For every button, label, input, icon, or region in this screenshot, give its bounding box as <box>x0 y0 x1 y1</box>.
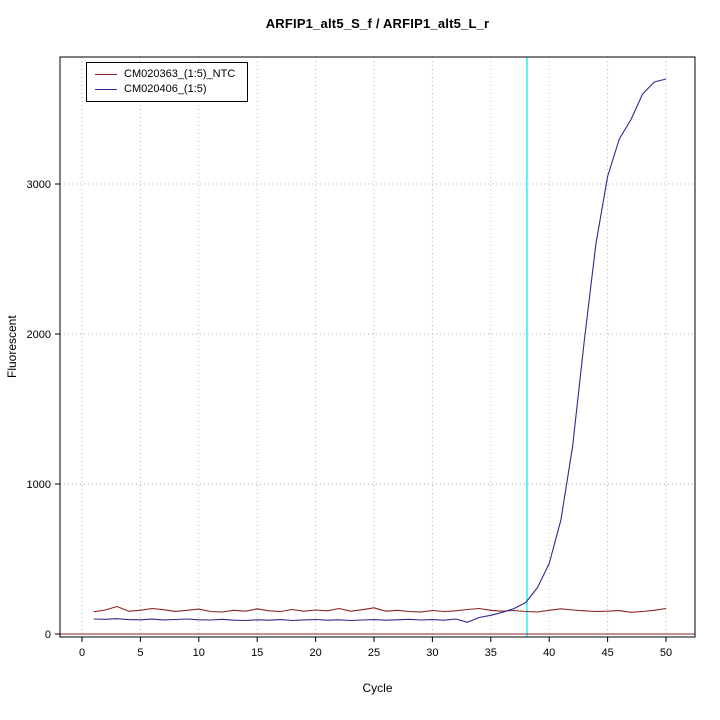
legend-line-swatch-ntc <box>95 74 117 75</box>
x-tick-label: 5 <box>137 647 143 659</box>
legend-label-sample: CM020406_(1:5) <box>124 83 207 95</box>
x-tick-label: 30 <box>426 647 438 659</box>
legend-label-ntc: CM020363_(1:5)_NTC <box>124 68 236 80</box>
legend-item-sample: CM020406_(1:5) <box>95 82 235 97</box>
x-tick-label: 25 <box>368 647 380 659</box>
y-tick-label: 1000 <box>27 479 51 491</box>
x-tick-label: 10 <box>193 647 205 659</box>
plot-frame <box>59 56 696 638</box>
y-tick-label: 3000 <box>27 179 51 191</box>
x-tick-label: 20 <box>309 647 321 659</box>
x-axis-label: Cycle <box>362 681 393 695</box>
x-tick-label: 15 <box>251 647 263 659</box>
series-line-sample <box>93 78 667 623</box>
x-tick-label: 35 <box>485 647 497 659</box>
chart-title: ARFIP1_alt5_S_f / ARFIP1_alt5_L_r <box>265 16 490 31</box>
legend-line-swatch-sample <box>95 89 117 90</box>
x-tick-label: 0 <box>79 647 85 659</box>
y-axis-label: Fluorescent <box>5 315 19 379</box>
legend-item-ntc: CM020363_(1:5)_NTC <box>95 67 235 82</box>
y-tick-label: 2000 <box>27 329 51 341</box>
y-tick-label: 0 <box>45 629 51 641</box>
x-tick-label: 45 <box>601 647 613 659</box>
x-tick-label: 50 <box>660 647 672 659</box>
chart-legend: CM020363_(1:5)_NTC CM020406_(1:5) <box>86 62 249 102</box>
series-line-ntc <box>93 605 667 613</box>
x-tick-label: 40 <box>543 647 555 659</box>
